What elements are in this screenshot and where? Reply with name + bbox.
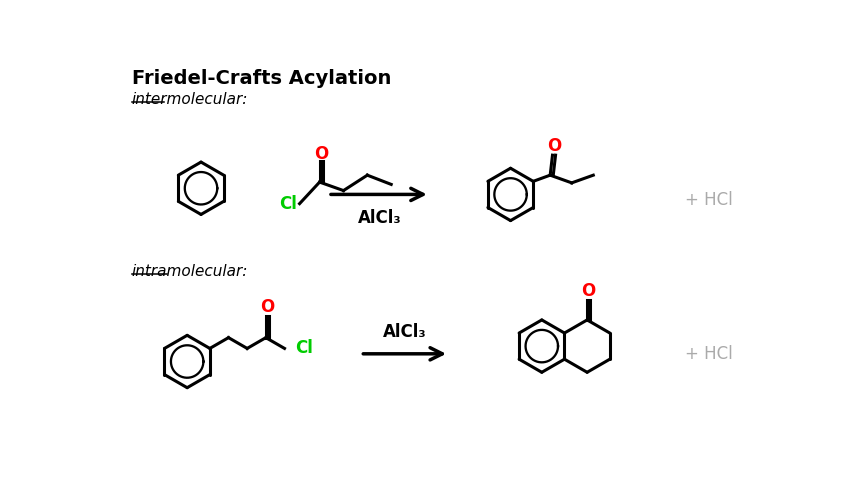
Text: AlCl₃: AlCl₃ bbox=[358, 209, 402, 227]
Text: Cl: Cl bbox=[279, 196, 297, 214]
Text: Cl: Cl bbox=[295, 339, 313, 358]
Text: Friedel-Crafts Acylation: Friedel-Crafts Acylation bbox=[131, 69, 391, 88]
Text: + HCl: + HCl bbox=[685, 191, 733, 209]
Text: AlCl₃: AlCl₃ bbox=[384, 323, 427, 341]
Text: intermolecular:: intermolecular: bbox=[131, 92, 248, 107]
Text: + HCl: + HCl bbox=[685, 345, 733, 363]
Text: O: O bbox=[547, 137, 561, 155]
Text: O: O bbox=[581, 282, 596, 300]
Text: O: O bbox=[260, 298, 275, 316]
Text: intramolecular:: intramolecular: bbox=[131, 264, 248, 279]
Text: O: O bbox=[314, 145, 328, 163]
